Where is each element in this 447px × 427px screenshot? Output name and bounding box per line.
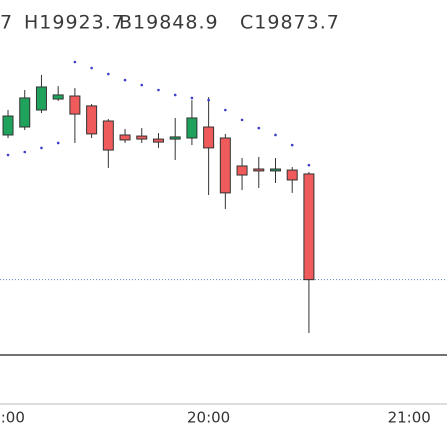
candle-body: [152, 138, 164, 143]
x-tick-label: 21:00: [388, 409, 431, 427]
sar-dot: [307, 163, 311, 167]
sar-dot: [173, 93, 177, 97]
sar-dot: [123, 78, 127, 82]
sar-dot: [73, 60, 77, 64]
sar-dot: [56, 141, 60, 145]
candle-body: [186, 117, 198, 139]
sar-dot: [207, 98, 210, 102]
x-tick-label: 20:00: [187, 409, 230, 427]
candle-body: [203, 126, 215, 149]
sar-dot: [40, 146, 43, 150]
sar-dot: [140, 83, 144, 87]
sar-dot: [274, 133, 277, 137]
sar-dot: [90, 66, 93, 70]
candle-body: [102, 120, 114, 151]
sar-dot: [290, 143, 294, 147]
sar-dot: [190, 96, 194, 100]
candle-body: [269, 168, 281, 172]
header-low: B19848.9: [119, 12, 219, 34]
candle-body: [52, 94, 64, 100]
x-tick-label: 9:00: [0, 409, 25, 427]
sar-dot: [107, 72, 110, 76]
sar-dot: [157, 88, 160, 92]
header-close: C19873.7: [240, 12, 340, 34]
candle-body: [136, 135, 148, 140]
candle-body: [236, 165, 248, 176]
candle-body: [86, 105, 98, 135]
sar-dot: [257, 126, 261, 130]
candle-body: [219, 137, 231, 194]
candle-body: [253, 168, 265, 172]
sar-dot: [224, 108, 227, 112]
candle-body: [303, 173, 315, 281]
candle-body: [19, 97, 31, 128]
header-open: 7: [0, 12, 13, 34]
sar-dot: [240, 118, 244, 122]
candle-body: [35, 86, 47, 111]
sar-dot: [23, 150, 27, 154]
candle-body: [2, 115, 14, 136]
header-high: H19923.7: [24, 12, 125, 34]
candle-body: [69, 95, 81, 115]
candle-body: [286, 169, 298, 181]
candle-body: [119, 134, 131, 141]
sar-dot: [6, 153, 10, 157]
candle-body: [169, 136, 181, 140]
